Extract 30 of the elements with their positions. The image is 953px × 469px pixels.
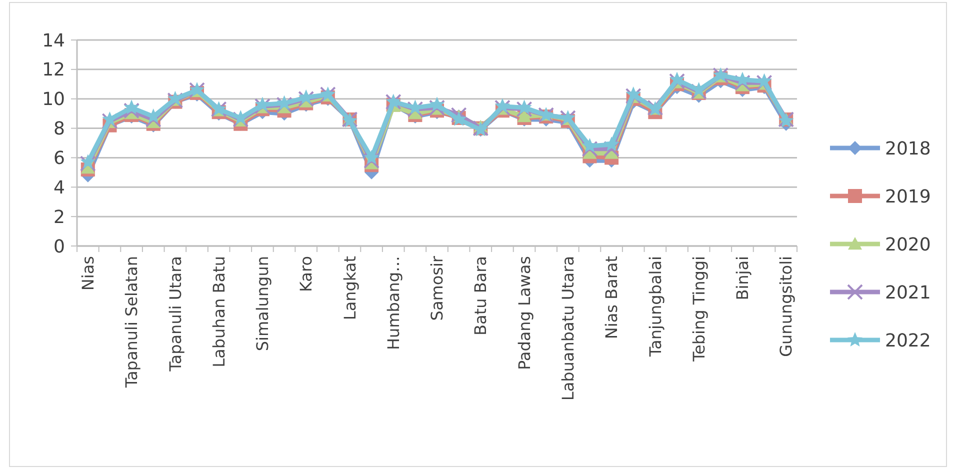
x-tick-label: Binjai <box>733 256 752 300</box>
y-tick-label: 6 <box>54 148 65 170</box>
legend-label: 2021 <box>885 282 931 304</box>
y-tick-label: 8 <box>54 118 65 140</box>
x-tick-label: Humbang… <box>384 256 403 350</box>
x-tick-label: Karo <box>296 256 316 292</box>
x-tick-label: Tebing Tinggi <box>689 256 708 363</box>
y-tick-label: 14 <box>42 30 65 52</box>
x-tick-label: Nias <box>78 256 98 291</box>
x-tick-label: Labuanbatu Utara <box>558 256 578 401</box>
x-tick-label: Simalungun <box>253 256 272 352</box>
x-tick-label: Labuhan Batu <box>209 256 228 368</box>
y-tick-label: 4 <box>54 177 65 198</box>
y-tick-label: 2 <box>54 206 65 228</box>
legend-label: 2022 <box>885 330 931 352</box>
x-tick-label: Samosir <box>428 256 447 321</box>
x-tick-label: Langkat <box>340 256 360 320</box>
x-tick-label: Batu Bara <box>471 256 490 336</box>
x-tick-label: Tanjungbalai <box>646 256 665 358</box>
x-tick-label: Tapanuli Selatan <box>122 256 142 389</box>
x-tick-label: Tapanuli Utara <box>166 256 185 372</box>
y-tick-label: 12 <box>42 60 65 81</box>
x-tick-label: Gunungsitoli <box>776 256 796 357</box>
x-tick-label: Padang Lawas <box>514 256 534 370</box>
legend-label: 2019 <box>885 186 931 208</box>
legend-label: 2020 <box>885 234 931 256</box>
y-tick-label: 10 <box>42 89 65 110</box>
y-tick-label: 0 <box>54 236 65 258</box>
x-tick-label: Nias Barat <box>602 256 622 340</box>
legend-label: 2018 <box>885 138 931 160</box>
